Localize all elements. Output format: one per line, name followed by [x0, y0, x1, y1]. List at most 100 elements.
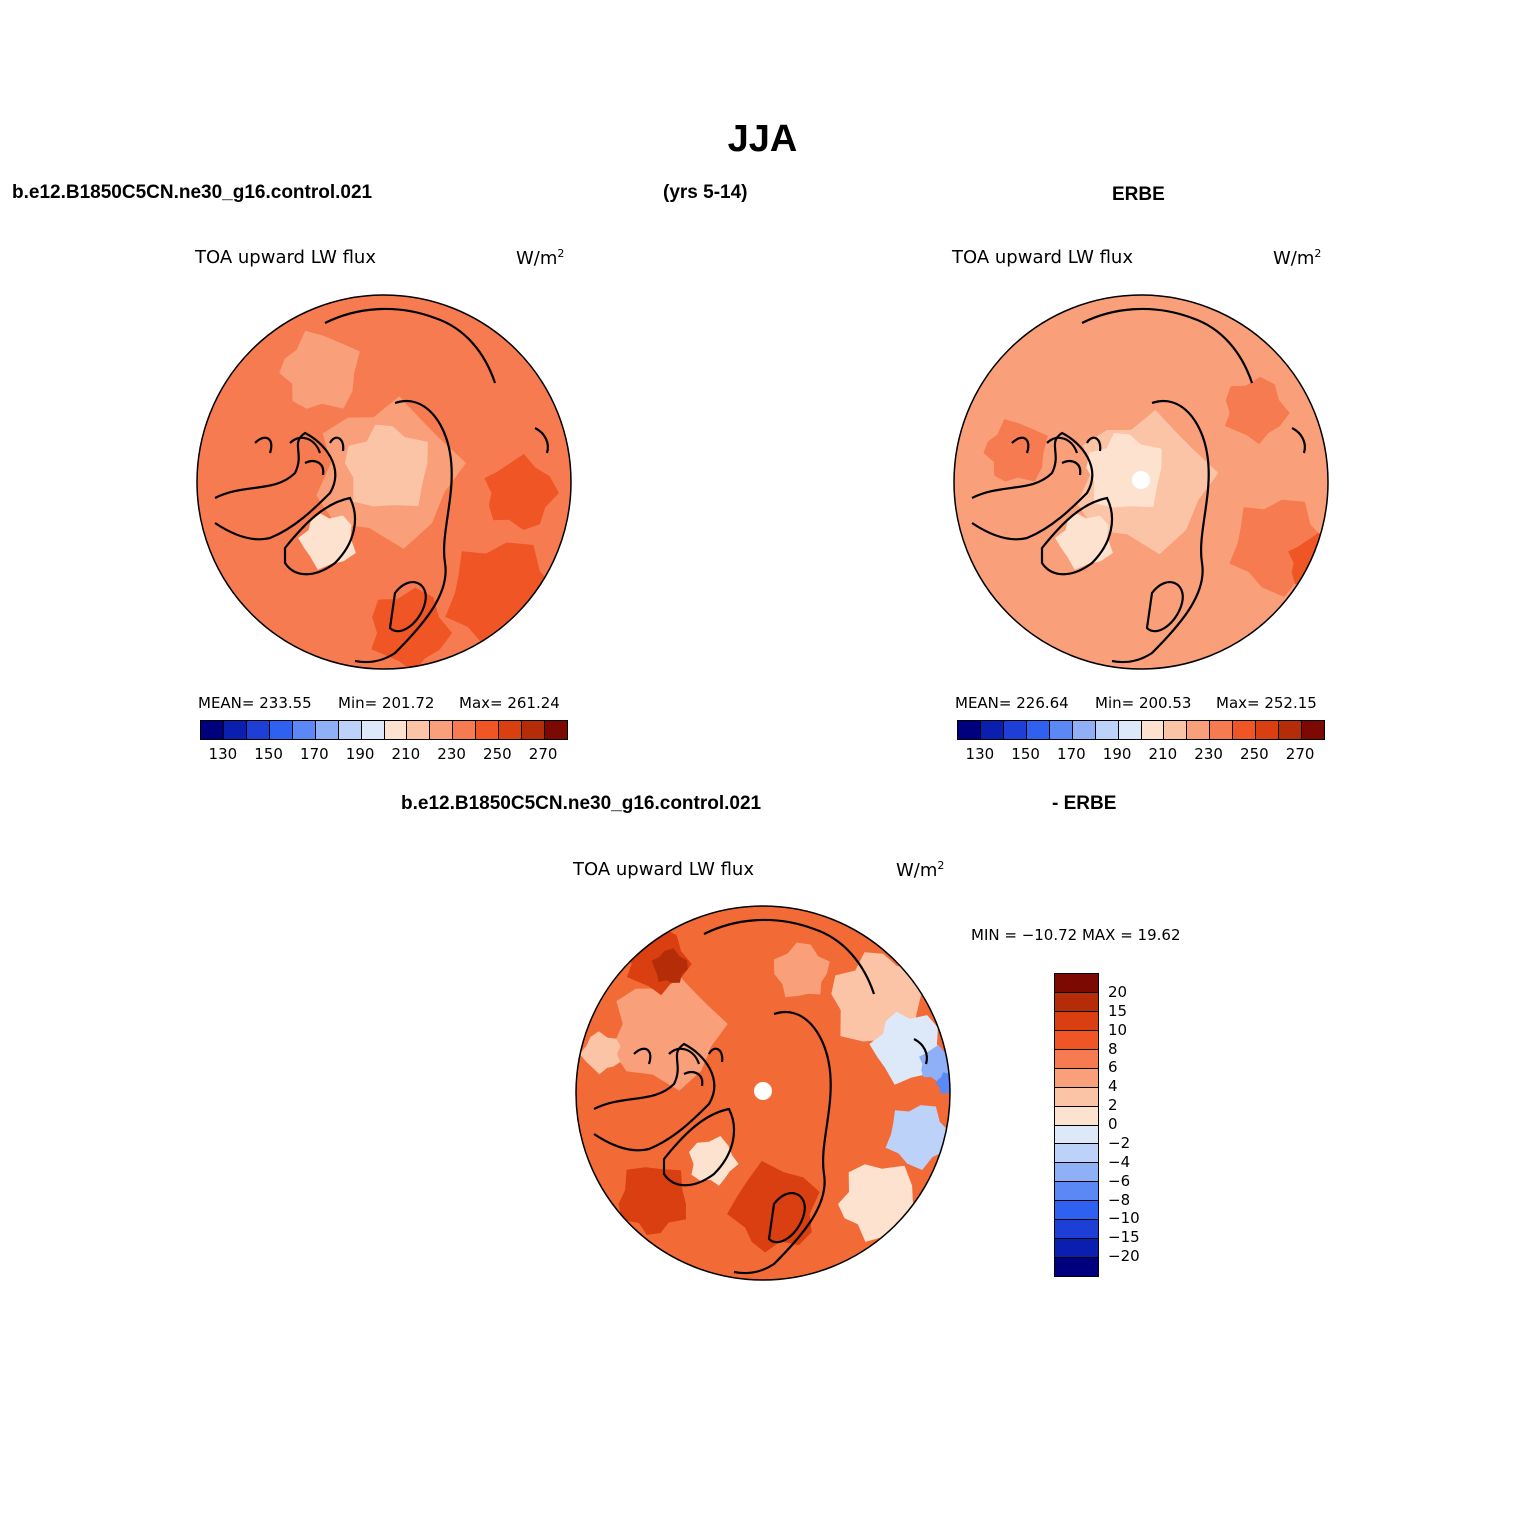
- map-svg: [196, 294, 572, 670]
- colorbar-swatch: [1233, 721, 1257, 739]
- field-contour: [1224, 376, 1290, 445]
- field-contour: [484, 453, 559, 530]
- coastline: [214, 431, 337, 541]
- colorbar-swatch: [522, 721, 546, 739]
- field-contour: [885, 1105, 950, 1170]
- coastline: [1291, 427, 1306, 454]
- colorbar-swatch: [1055, 1163, 1098, 1183]
- colorbar-tick-label: 250: [483, 745, 512, 763]
- coastline: [1040, 496, 1114, 576]
- field-contour: [618, 1167, 686, 1235]
- coastline: [733, 1011, 832, 1275]
- panel1-polar-map: [195, 293, 573, 671]
- diff-model-header: b.e12.B1850C5CN.ne30_g16.control.021: [401, 793, 762, 814]
- coastline: [662, 1107, 736, 1187]
- colorbar-swatch: [1055, 1220, 1098, 1240]
- colorbar-swatch: [1055, 992, 1098, 1012]
- colorbar-tick-label: −6: [1108, 1171, 1131, 1190]
- colorbar-swatch: [201, 721, 224, 739]
- coastline: [388, 581, 427, 633]
- colorbar-tick-label: 150: [1011, 745, 1040, 763]
- coastline: [971, 431, 1094, 541]
- colorbar-tick-label: 250: [1240, 745, 1269, 763]
- colorbar-swatch: [1055, 1144, 1098, 1164]
- colorbar-swatch: [1256, 721, 1280, 739]
- colorbar-swatch: [980, 721, 1004, 739]
- colorbar-swatch: [246, 721, 270, 739]
- field-contour: [936, 1072, 950, 1094]
- colorbar-tick-label: −15: [1108, 1228, 1140, 1247]
- colorbar-tick-label: 130: [208, 745, 238, 763]
- panel1-units: W/m2: [516, 247, 565, 269]
- colorbar-swatch: [1164, 721, 1188, 739]
- colorbar-swatch: [1055, 1258, 1098, 1276]
- map-svg: [575, 905, 951, 1281]
- colorbar-tick-label: 190: [345, 745, 375, 763]
- colorbar-tick-label: 170: [300, 745, 329, 763]
- colorbar-swatch: [430, 721, 454, 739]
- map-border: [196, 294, 572, 670]
- colorbar-swatch: [1072, 721, 1096, 739]
- map-border: [575, 905, 951, 1281]
- panel3-variable-label: TOA upward LW flux: [573, 859, 754, 880]
- coastline: [1081, 307, 1254, 384]
- colorbar-swatch: [1141, 721, 1165, 739]
- colorbar-swatch: [1302, 721, 1324, 739]
- obs-header: ERBE: [1112, 184, 1165, 205]
- field-contour: [344, 424, 428, 507]
- colorbar-tick-label: −10: [1108, 1209, 1140, 1228]
- coastline: [633, 1047, 652, 1065]
- colorbar-tick-label: 150: [254, 745, 283, 763]
- panel2-max-stat: Max= 252.15: [1216, 694, 1317, 712]
- colorbar-swatch: [292, 721, 316, 739]
- colorbar-swatch: [545, 721, 567, 739]
- colorbar-swatch: [1055, 1106, 1098, 1126]
- colorbar-swatch: [1055, 1049, 1098, 1069]
- colorbar-swatch: [1055, 974, 1098, 993]
- colorbar-tick-label: 210: [391, 745, 421, 763]
- colorbar-tick-label: 190: [1102, 745, 1132, 763]
- colorbar-swatch: [1055, 1182, 1098, 1202]
- panel2-min-stat: Min= 200.53: [1095, 694, 1192, 712]
- coastline: [703, 918, 876, 995]
- panel3-colorbar: [1054, 973, 1099, 1277]
- colorbar-tick-label: 130: [965, 745, 995, 763]
- colorbar-swatch: [1095, 721, 1119, 739]
- colorbar-swatch: [1279, 721, 1303, 739]
- model-name-header: b.e12.B1850C5CN.ne30_g16.control.021: [12, 182, 373, 203]
- map-svg: [953, 294, 1329, 670]
- colorbar-swatch: [1055, 1011, 1098, 1031]
- panel2-polar-map: [952, 293, 1330, 671]
- colorbar-tick-label: 20: [1108, 982, 1128, 1001]
- colorbar-tick-label: 270: [1285, 745, 1315, 763]
- years-header: (yrs 5-14): [663, 182, 748, 203]
- colorbar-swatch: [315, 721, 339, 739]
- colorbar-tick-label: 230: [437, 745, 466, 763]
- panel1-min-stat: Min= 201.72: [338, 694, 435, 712]
- colorbar-swatch: [223, 721, 247, 739]
- field-contour: [773, 942, 830, 998]
- panel1-mean-stat: MEAN= 233.55: [198, 694, 312, 712]
- diff-obs-header: - ERBE: [1052, 793, 1117, 814]
- colorbar-swatch: [269, 721, 293, 739]
- field-contour: [689, 1136, 739, 1186]
- colorbar-swatch: [1003, 721, 1027, 739]
- colorbar-swatch: [384, 721, 408, 739]
- polar-data-gap: [754, 1082, 772, 1100]
- coastline: [593, 1042, 716, 1152]
- colorbar-swatch: [958, 721, 981, 739]
- coastline: [767, 1192, 806, 1244]
- figure-title: JJA: [727, 118, 798, 160]
- field-contour: [279, 330, 360, 409]
- colorbar-swatch: [1055, 1125, 1098, 1145]
- colorbar-tick-label: −2: [1108, 1133, 1131, 1152]
- colorbar-swatch: [1055, 1201, 1098, 1221]
- panel1-max-stat: Max= 261.24: [459, 694, 560, 712]
- colorbar-tick-label: 270: [528, 745, 558, 763]
- colorbar-tick-label: 4: [1108, 1077, 1118, 1096]
- colorbar-tick-label: 2: [1108, 1096, 1118, 1115]
- colorbar-tick-label: 170: [1057, 745, 1086, 763]
- colorbar-swatch: [407, 721, 431, 739]
- coastline: [1046, 436, 1102, 476]
- field-contour: [226, 421, 290, 484]
